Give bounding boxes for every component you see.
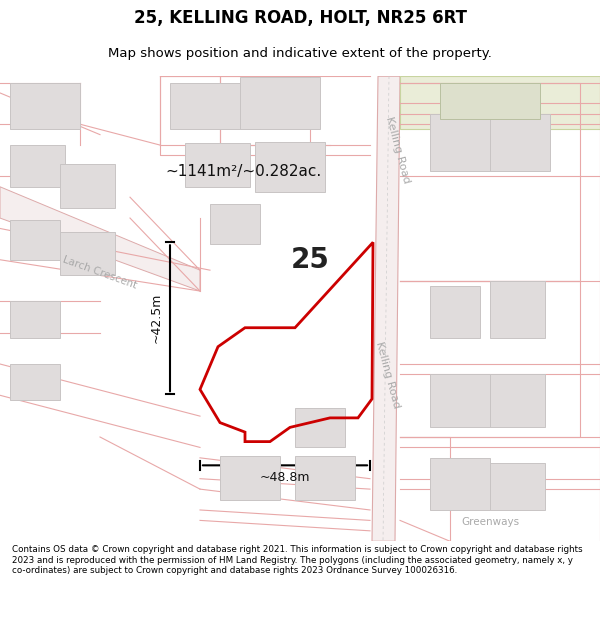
Polygon shape (372, 76, 400, 541)
Bar (10, 82, 80, 129)
Bar (295, 408, 345, 447)
Bar (255, 142, 325, 192)
Bar (430, 458, 490, 510)
Bar (60, 164, 115, 208)
Bar (430, 114, 495, 171)
Text: Contains OS data © Crown copyright and database right 2021. This information is : Contains OS data © Crown copyright and d… (12, 546, 583, 575)
Bar (295, 456, 355, 499)
Bar (240, 78, 320, 129)
Bar (10, 301, 60, 338)
Polygon shape (0, 187, 200, 291)
Bar (185, 143, 250, 187)
Bar (490, 114, 550, 171)
Text: ~42.5m: ~42.5m (149, 293, 163, 343)
Bar (490, 281, 545, 338)
Polygon shape (400, 76, 600, 129)
Text: Greenways: Greenways (461, 518, 519, 528)
Text: ~1141m²/~0.282ac.: ~1141m²/~0.282ac. (165, 164, 321, 179)
Text: Map shows position and indicative extent of the property.: Map shows position and indicative extent… (108, 47, 492, 59)
Bar (430, 286, 480, 338)
Bar (10, 220, 60, 260)
Text: Kelling Road: Kelling Road (374, 340, 402, 409)
Bar (10, 364, 60, 401)
Text: 25: 25 (290, 246, 329, 274)
Bar (60, 232, 115, 276)
Bar (10, 145, 65, 187)
Text: Larch Crescent: Larch Crescent (62, 254, 139, 291)
Bar (490, 374, 545, 427)
Bar (430, 374, 490, 427)
Text: 25, KELLING ROAD, HOLT, NR25 6RT: 25, KELLING ROAD, HOLT, NR25 6RT (133, 9, 467, 28)
Bar (490, 463, 545, 510)
Bar (440, 82, 540, 119)
Text: ~48.8m: ~48.8m (260, 471, 310, 484)
Bar (170, 82, 260, 129)
Bar (210, 204, 260, 244)
Bar (220, 456, 280, 499)
Text: Kelling Road: Kelling Road (384, 116, 412, 185)
